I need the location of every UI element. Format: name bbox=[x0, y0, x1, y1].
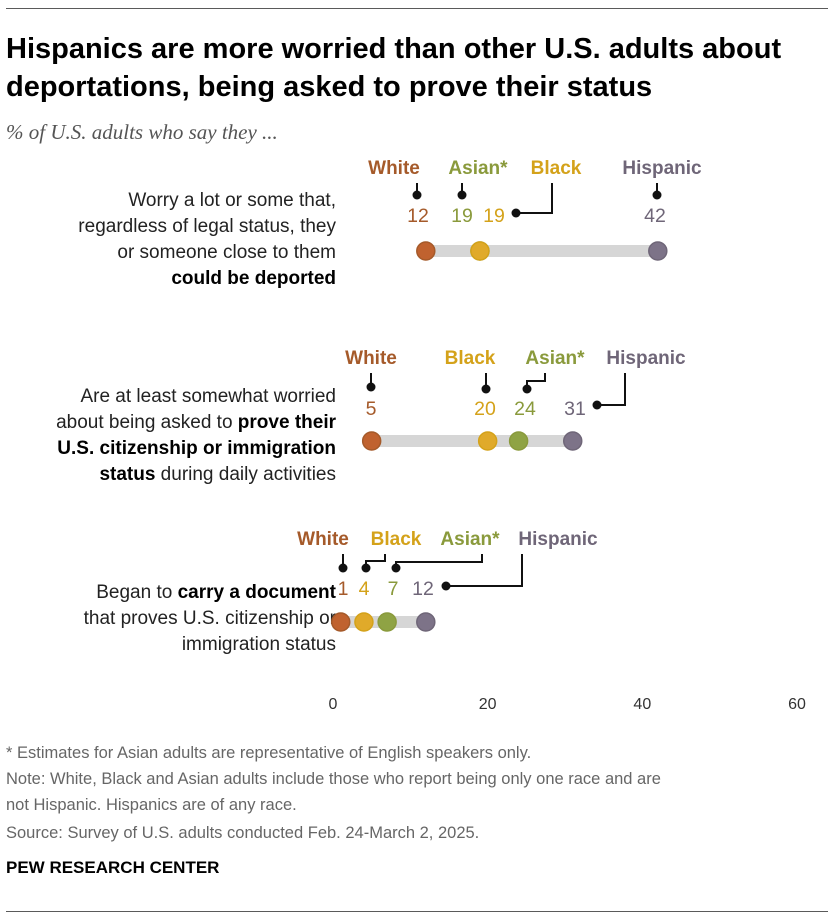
note-line-2: not Hispanic. Hispanics are of any race. bbox=[6, 796, 297, 814]
dot-black bbox=[477, 431, 498, 451]
row-label-prove-status: Are at least somewhat worried about bein… bbox=[56, 386, 336, 485]
legend-label-white: White bbox=[345, 348, 397, 369]
leader-line bbox=[395, 554, 483, 568]
value-label-white: 1 bbox=[338, 578, 349, 600]
legend-label-asian: Asian* bbox=[440, 529, 500, 550]
dot-white bbox=[416, 241, 436, 261]
legend-label-white: White bbox=[368, 158, 420, 179]
org-name: PEW RESEARCH CENTER bbox=[6, 858, 220, 877]
dot-hispanic bbox=[562, 431, 583, 451]
dot-asian bbox=[508, 431, 529, 451]
leader-line bbox=[446, 554, 523, 587]
x-tick-label: 60 bbox=[788, 696, 806, 713]
x-tick-label: 40 bbox=[633, 696, 651, 713]
chart-title: Hispanics are more worried than other U.… bbox=[6, 33, 782, 103]
leader-dot bbox=[366, 382, 376, 392]
leader-dot bbox=[361, 563, 371, 573]
footnote-asian: * Estimates for Asian adults are represe… bbox=[6, 744, 532, 762]
dot-white bbox=[361, 431, 382, 451]
dot-black bbox=[470, 241, 490, 261]
leader-dot bbox=[522, 384, 532, 394]
value-label-hispanic: 12 bbox=[412, 578, 434, 600]
legend-label-black: Black bbox=[371, 529, 422, 550]
value-label-hispanic: 42 bbox=[644, 205, 666, 227]
leader-dot bbox=[391, 563, 401, 573]
value-label-asian: 7 bbox=[388, 578, 399, 600]
dot-black bbox=[354, 612, 374, 632]
leader-dot bbox=[441, 581, 451, 591]
value-label-black: 4 bbox=[359, 578, 370, 600]
legend-label-asian: Asian* bbox=[448, 158, 508, 179]
source-note: Source: Survey of U.S. adults conducted … bbox=[6, 824, 480, 842]
leader-dot bbox=[652, 190, 662, 200]
leader-dot bbox=[481, 384, 491, 394]
dot-hispanic bbox=[648, 241, 668, 261]
leader-dot bbox=[338, 563, 348, 573]
leader-dot bbox=[511, 208, 521, 218]
value-label-asian: 24 bbox=[514, 398, 536, 420]
row-label-carry-document: Began to carry a document that proves U.… bbox=[83, 582, 336, 655]
value-label-black: 20 bbox=[474, 398, 496, 420]
leader-line bbox=[516, 183, 553, 214]
leader-dot bbox=[592, 400, 602, 410]
note-line-1: Note: White, Black and Asian adults incl… bbox=[6, 770, 661, 788]
chart-subtitle: % of U.S. adults who say they ... bbox=[6, 120, 278, 144]
x-tick-label: 20 bbox=[479, 696, 497, 713]
value-label-asian: 19 bbox=[451, 205, 473, 227]
legend-label-black: Black bbox=[531, 158, 582, 179]
leader-dot bbox=[457, 190, 467, 200]
legend-label-white: White bbox=[297, 529, 349, 550]
dot-chart: White 12 Asian* 19 Black 19 Hispanic 42 White 5 Bl… bbox=[297, 158, 806, 713]
leader-dot bbox=[412, 190, 422, 200]
value-label-hispanic: 31 bbox=[564, 398, 586, 420]
value-label-white: 12 bbox=[407, 205, 429, 227]
row-label-deported: Worry a lot or some that, regardless of … bbox=[78, 190, 336, 289]
legend-label-black: Black bbox=[445, 348, 496, 369]
dot-white bbox=[330, 612, 351, 632]
leader-line bbox=[597, 373, 626, 406]
legend-label-hispanic: Hispanic bbox=[518, 529, 598, 550]
legend-label-hispanic: Hispanic bbox=[622, 158, 702, 179]
legend-label-hispanic: Hispanic bbox=[606, 348, 686, 369]
legend-label-asian: Asian* bbox=[525, 348, 585, 369]
value-label-white: 5 bbox=[366, 398, 377, 420]
dot-asian bbox=[377, 612, 397, 632]
value-label-black: 19 bbox=[483, 205, 505, 227]
top-rule bbox=[6, 8, 828, 9]
bottom-rule bbox=[6, 911, 828, 912]
x-tick-label: 0 bbox=[329, 696, 338, 713]
dot-hispanic bbox=[416, 612, 436, 632]
